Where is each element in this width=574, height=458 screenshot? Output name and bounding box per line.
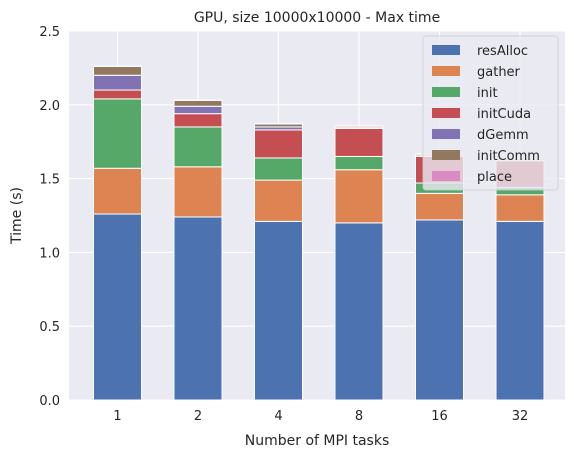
legend-swatch-dGemm: [432, 129, 460, 139]
bar-segment-dGemm: [93, 74, 142, 91]
x-tick-label: 16: [431, 409, 448, 424]
bar-segment-gather: [495, 194, 545, 222]
bar-segment-resAlloc: [415, 219, 464, 401]
bar-segment-initCuda: [93, 89, 142, 100]
bar-segment-initComm: [173, 99, 223, 107]
bar-segment-initCuda: [173, 113, 223, 128]
bar-segment-initCuda: [334, 127, 384, 157]
x-tick-label: 4: [274, 409, 282, 424]
legend: resAlloc gather init initCuda dGemm initComm p…: [422, 35, 559, 191]
legend-swatch-initCuda: [432, 108, 460, 118]
legend-label: resAlloc: [477, 44, 528, 59]
bar-segment-resAlloc: [93, 213, 142, 401]
x-axis-label: Number of MPI tasks: [245, 433, 390, 449]
legend-label: initComm: [477, 149, 540, 164]
x-tick-label: 1: [113, 409, 121, 424]
x-tick-label: 2: [194, 409, 202, 424]
y-tick-label: 1.5: [39, 173, 60, 188]
bar-segment-init: [93, 98, 142, 169]
y-tick-label: 2.0: [39, 99, 60, 114]
legend-swatch-resAlloc: [432, 45, 460, 55]
bar-segment-init: [334, 155, 384, 171]
bar-segment-init: [173, 126, 223, 168]
bar-segment-resAlloc: [173, 216, 223, 401]
legend-label: dGemm: [477, 128, 529, 143]
legend-label: init: [477, 86, 498, 101]
bar-segment-initCuda: [254, 129, 303, 159]
legend-label: initCuda: [477, 107, 531, 122]
legend-label: place: [477, 170, 512, 185]
bar-segment-initComm: [93, 65, 142, 76]
bar-segment-init: [254, 157, 303, 181]
bar-segment-gather: [173, 166, 223, 218]
legend-swatch-initComm: [432, 150, 460, 160]
bar-segment-resAlloc: [495, 220, 545, 401]
y-tick-label: 0.0: [39, 394, 60, 409]
bar-segment-gather: [254, 179, 303, 222]
chart-title: GPU, size 10000x10000 - Max time: [194, 10, 440, 26]
x-tick-label: 8: [355, 409, 363, 424]
legend-swatch-place: [432, 171, 460, 181]
x-tick-label: 32: [512, 409, 529, 424]
legend-label: gather: [477, 65, 521, 80]
bar-segment-resAlloc: [334, 222, 384, 401]
y-tick-label: 1.0: [39, 246, 60, 261]
bar-segment-gather: [334, 169, 384, 224]
bar-segment-dGemm: [173, 105, 223, 115]
x-tick-labels: 1 2 4 8 16 32: [113, 409, 528, 424]
y-tick-label: 0.5: [39, 320, 60, 335]
legend-swatch-init: [432, 87, 460, 97]
bar-segment-resAlloc: [254, 220, 303, 401]
y-tick-label: 2.5: [39, 25, 60, 40]
bar-segment-gather: [93, 167, 142, 215]
bar-segment-gather: [415, 192, 464, 221]
legend-swatch-gather: [432, 66, 460, 76]
y-tick-labels: 0.0 0.5 1.0 1.5 2.0 2.5: [39, 25, 60, 409]
y-axis-label: Time (s): [9, 187, 25, 245]
